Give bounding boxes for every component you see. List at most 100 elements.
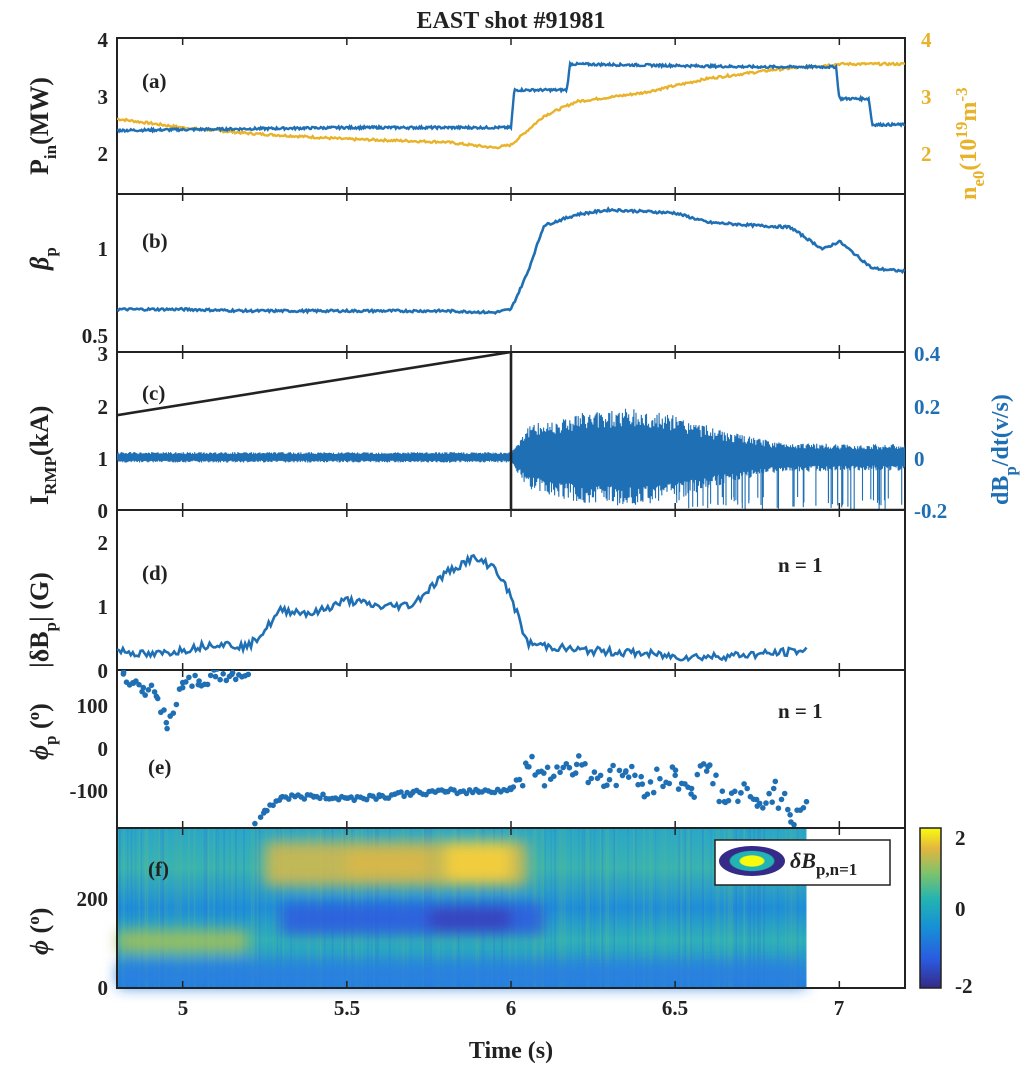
series-betap-line bbox=[117, 206, 905, 315]
heatmap-stripe bbox=[662, 828, 665, 988]
heatmap-stripe bbox=[554, 828, 556, 988]
heatmap-stripe bbox=[729, 828, 732, 988]
heatmap-stripe bbox=[607, 828, 610, 988]
panel-a-y2tick-4: 4 bbox=[921, 28, 932, 52]
phase-point bbox=[196, 678, 202, 684]
heatmap-stripe bbox=[146, 828, 149, 988]
panel-b-frame bbox=[116, 193, 906, 353]
phase-point bbox=[245, 671, 252, 678]
panel-c-ytick-1: 1 bbox=[98, 447, 109, 471]
heatmap-stripe bbox=[702, 828, 704, 988]
panel-d-frame bbox=[116, 509, 906, 671]
panel-e-frame bbox=[116, 669, 906, 829]
phase-point bbox=[688, 785, 695, 792]
phase-point bbox=[700, 761, 707, 767]
heatmap-stripe bbox=[633, 828, 635, 988]
heatmap-stripe bbox=[680, 828, 682, 988]
phase-point bbox=[770, 785, 777, 792]
phase-point bbox=[650, 789, 657, 796]
phase-point bbox=[635, 781, 641, 788]
panel-a-y2tick-2: 2 bbox=[921, 142, 932, 166]
heatmap-stripe bbox=[235, 828, 237, 988]
phase-point bbox=[606, 776, 613, 783]
heatmap-stripe bbox=[743, 828, 746, 988]
phase-point bbox=[118, 664, 124, 670]
phase-point bbox=[772, 778, 779, 785]
phase-point bbox=[732, 788, 738, 795]
panel-d-ytick-2: 2 bbox=[98, 531, 109, 555]
x-tick-6-5: 6.5 bbox=[662, 996, 688, 1020]
panel-d-ytick-1: 1 bbox=[98, 595, 109, 619]
heatmap-stripe bbox=[564, 828, 566, 988]
heatmap-stripe bbox=[717, 828, 720, 988]
phase-point bbox=[130, 680, 137, 686]
heatmap-stripe bbox=[164, 828, 166, 988]
phase-point bbox=[710, 780, 716, 787]
phase-point bbox=[173, 701, 180, 708]
heatmap-stripe bbox=[215, 828, 218, 988]
phase-point bbox=[442, 789, 449, 795]
phase-point bbox=[179, 684, 186, 691]
heatmap-stripe bbox=[187, 828, 190, 988]
phase-point bbox=[519, 782, 526, 789]
heatmap-stripe bbox=[264, 828, 267, 988]
chart-title: EAST shot #91981 bbox=[417, 8, 606, 34]
heatmap-stripe bbox=[550, 828, 552, 988]
heatmap-stripe bbox=[788, 828, 791, 988]
heatmap-stripe bbox=[605, 828, 608, 988]
heatmap-stripe bbox=[739, 828, 742, 988]
phase-point bbox=[554, 764, 560, 770]
phase-point bbox=[607, 767, 613, 774]
panel-e-note: n = 1 bbox=[778, 699, 823, 723]
heatmap-stripe bbox=[558, 828, 560, 988]
colorbar-tick-neg2: -2 bbox=[955, 974, 973, 998]
heatmap-stripe bbox=[678, 828, 681, 988]
heatmap-stripe bbox=[140, 828, 143, 988]
heatmap-stripe bbox=[773, 828, 775, 988]
phase-point bbox=[163, 719, 170, 726]
phase-point bbox=[529, 753, 535, 760]
heatmap-stripe bbox=[223, 828, 225, 988]
heatmap-stripe bbox=[684, 828, 686, 988]
x-tick-7: 7 bbox=[834, 996, 845, 1020]
heatmap-stripe bbox=[581, 828, 584, 988]
panel-c-y2label: dBp/dt(v/s) bbox=[988, 394, 1020, 505]
phase-point bbox=[217, 676, 223, 683]
phase-point bbox=[262, 807, 268, 814]
phase-point bbox=[660, 783, 666, 790]
heatmap-stripe bbox=[784, 828, 787, 988]
heatmap-stripe bbox=[757, 828, 759, 988]
heatmap-stripe bbox=[674, 828, 677, 988]
heatmap-stripe bbox=[583, 828, 586, 988]
heatmap-stripe bbox=[276, 828, 279, 988]
phase-point bbox=[301, 796, 308, 802]
heatmap-stripe bbox=[686, 828, 688, 988]
phase-point bbox=[207, 672, 214, 679]
heatmap-stripe bbox=[158, 828, 160, 988]
phase-point bbox=[576, 753, 582, 759]
heatmap-stripe bbox=[130, 828, 133, 988]
panel-f-ytick-0: 0 bbox=[98, 976, 109, 1000]
panel-a-label: (a) bbox=[142, 69, 167, 93]
panel-b-ylabel: βp bbox=[25, 247, 60, 271]
heatmap-feature-1 bbox=[346, 850, 429, 877]
heatmap-feature-2 bbox=[445, 841, 511, 882]
phase-point bbox=[220, 671, 226, 677]
phase-point bbox=[623, 768, 629, 774]
phase-point bbox=[566, 764, 573, 771]
heatmap-stripe bbox=[593, 828, 596, 988]
phase-point bbox=[161, 707, 167, 713]
phase-point bbox=[573, 761, 580, 768]
phase-point bbox=[721, 798, 728, 805]
heatmap-stripe bbox=[205, 828, 208, 988]
panel-c-label: (c) bbox=[142, 381, 165, 405]
x-tick-5: 5 bbox=[178, 996, 189, 1020]
phase-point bbox=[557, 769, 563, 776]
heatmap-stripe bbox=[688, 828, 690, 988]
phase-point bbox=[164, 725, 170, 732]
panel-f-ytick-200: 200 bbox=[77, 887, 109, 911]
heatmap-feature-6 bbox=[117, 961, 807, 988]
heatmap-stripe bbox=[193, 828, 196, 988]
phase-point bbox=[625, 774, 632, 780]
phase-point bbox=[252, 820, 258, 827]
